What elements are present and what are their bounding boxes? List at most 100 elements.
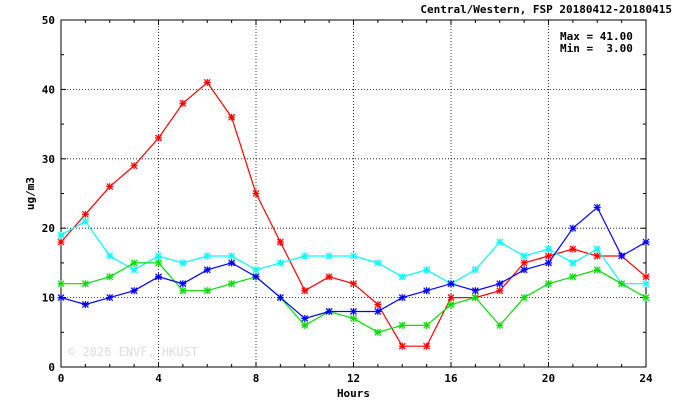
data-point	[374, 328, 382, 336]
data-point	[423, 287, 431, 295]
data-point	[252, 273, 260, 281]
data-point	[301, 314, 309, 322]
data-point	[130, 259, 138, 267]
data-point	[447, 294, 455, 302]
data-point	[228, 252, 236, 260]
data-point	[398, 273, 406, 281]
x-tick-label: 8	[253, 372, 260, 385]
x-tick-label: 0	[58, 372, 65, 385]
data-point	[106, 294, 114, 302]
data-point	[57, 238, 65, 246]
data-point	[301, 321, 309, 329]
data-point	[57, 294, 65, 302]
data-point	[130, 162, 138, 170]
data-point	[179, 287, 187, 295]
data-point	[325, 252, 333, 260]
data-point	[374, 259, 382, 267]
data-point	[545, 245, 552, 253]
data-point	[155, 252, 162, 260]
data-point	[106, 273, 114, 281]
series-2	[57, 217, 650, 288]
data-point	[325, 273, 333, 281]
data-point	[447, 301, 455, 309]
data-point	[350, 280, 357, 288]
data-point	[593, 252, 601, 260]
data-point	[155, 259, 162, 267]
data-point	[228, 259, 236, 267]
watermark: © 2026 ENVF, HKUST	[68, 345, 198, 359]
data-point	[569, 245, 577, 253]
y-axis-label: ug/m3	[24, 177, 37, 210]
data-point	[301, 252, 309, 260]
data-point	[642, 294, 650, 302]
data-point	[81, 217, 89, 225]
data-point	[155, 134, 162, 142]
data-point	[374, 307, 382, 315]
y-tick-label: 0	[48, 361, 55, 374]
data-point	[496, 238, 504, 246]
data-point	[398, 294, 406, 302]
data-point	[618, 280, 626, 288]
x-tick-label: 20	[542, 372, 555, 385]
data-point	[569, 259, 577, 267]
data-point	[130, 287, 138, 295]
data-point	[276, 259, 284, 267]
data-point	[130, 266, 138, 274]
data-point	[423, 342, 431, 350]
data-point	[350, 314, 357, 322]
series-1	[57, 78, 650, 350]
data-point	[618, 252, 626, 260]
data-point	[471, 294, 479, 302]
x-tick-label: 12	[347, 372, 360, 385]
data-point	[398, 321, 406, 329]
data-point	[642, 273, 650, 281]
y-tick-label: 50	[42, 14, 55, 27]
max-stat: Max = 41.00	[560, 30, 633, 43]
x-tick-label: 24	[639, 372, 653, 385]
data-point	[179, 280, 187, 288]
data-point	[203, 266, 211, 274]
min-stat: Min = 3.00	[560, 42, 633, 55]
axis-ticks: 0 4 8 12 16 20 24 0 10 20 30 40 50	[42, 14, 653, 385]
x-axis-label: Hours	[337, 387, 370, 400]
data-point	[350, 307, 357, 315]
data-point	[106, 183, 114, 191]
data-point	[496, 280, 504, 288]
data-point	[545, 259, 552, 267]
data-point	[642, 280, 650, 288]
chart-title: Central/Western, FSP 20180412-20180415	[420, 3, 672, 16]
data-point	[81, 280, 89, 288]
grid-lines	[61, 20, 646, 367]
y-tick-label: 10	[42, 292, 55, 305]
data-point	[106, 252, 114, 260]
data-point	[276, 294, 284, 302]
data-point	[179, 259, 187, 267]
data-point	[155, 273, 162, 281]
data-point	[203, 252, 211, 260]
data-point	[301, 287, 309, 295]
data-point	[520, 266, 528, 274]
data-point	[593, 203, 601, 211]
data-point	[642, 238, 650, 246]
data-point	[252, 266, 260, 274]
data-point	[447, 280, 455, 288]
series-3	[57, 259, 650, 336]
data-point	[423, 266, 431, 274]
data-point	[520, 252, 528, 260]
data-point	[593, 245, 601, 253]
data-point	[81, 210, 89, 218]
data-point	[228, 280, 236, 288]
y-tick-label: 30	[42, 153, 55, 166]
data-point	[569, 273, 577, 281]
data-point	[496, 321, 504, 329]
x-tick-label: 4	[155, 372, 162, 385]
data-point	[252, 190, 260, 197]
data-point	[57, 231, 65, 239]
data-point	[81, 301, 89, 309]
data-point	[471, 266, 479, 274]
data-point	[276, 238, 284, 246]
data-point	[398, 342, 406, 350]
data-point	[350, 252, 357, 260]
data-point	[496, 287, 504, 295]
